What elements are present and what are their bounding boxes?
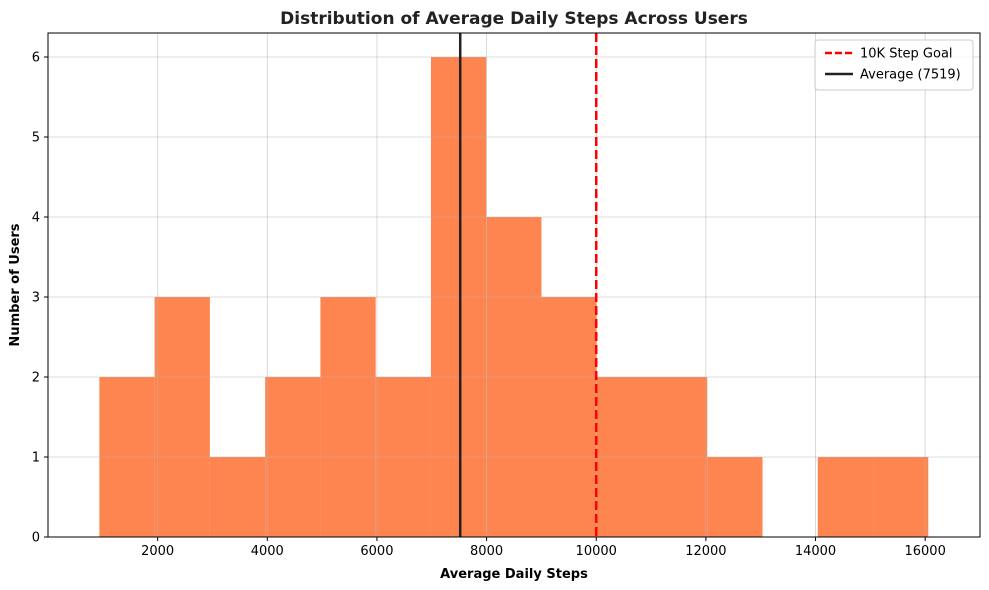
x-tick-label: 6000 — [360, 544, 393, 559]
histogram-bar — [154, 297, 210, 537]
bars-layer — [99, 57, 929, 537]
histogram-bar — [817, 457, 874, 537]
x-tick-label: 8000 — [470, 544, 503, 559]
y-axis-title: Number of Users — [8, 223, 23, 346]
x-tick-label: 16000 — [904, 544, 945, 559]
y-tick-label: 5 — [32, 131, 40, 146]
plot-frame — [47, 32, 981, 538]
y-tick-label: 1 — [32, 451, 40, 466]
y-tick-label: 3 — [32, 291, 40, 306]
x-tick-label: 4000 — [251, 544, 284, 559]
histogram-bar — [209, 457, 266, 537]
ticks-layer: 2000 4000 6000 8000 10000 12000 14000 16000 0 1 2 3… — [32, 51, 946, 560]
reference-lines-layer — [458, 33, 598, 537]
histogram-bar — [707, 457, 763, 537]
histogram-bar — [541, 297, 597, 537]
y-tick-label: 2 — [32, 371, 40, 386]
y-tick-label: 6 — [32, 51, 40, 66]
legend-label: 10K Step Goal — [860, 47, 953, 62]
x-tick-label: 14000 — [795, 544, 836, 559]
x-tick-label: 10000 — [576, 544, 617, 559]
x-axis-title: Average Daily Steps — [440, 567, 588, 582]
x-tick-label: 12000 — [685, 544, 726, 559]
histogram-bar — [320, 297, 376, 537]
x-tick-label: 2000 — [141, 544, 174, 559]
legend-box — [814, 39, 974, 91]
legend-label: Average (7519) — [860, 68, 961, 83]
y-tick-label: 4 — [32, 211, 40, 226]
chart-title: Distribution of Average Daily Steps Acro… — [280, 9, 748, 29]
legend: 10K Step Goal Average (7519) — [814, 39, 974, 91]
y-tick-label: 0 — [32, 531, 40, 546]
histogram-bar — [873, 457, 929, 537]
